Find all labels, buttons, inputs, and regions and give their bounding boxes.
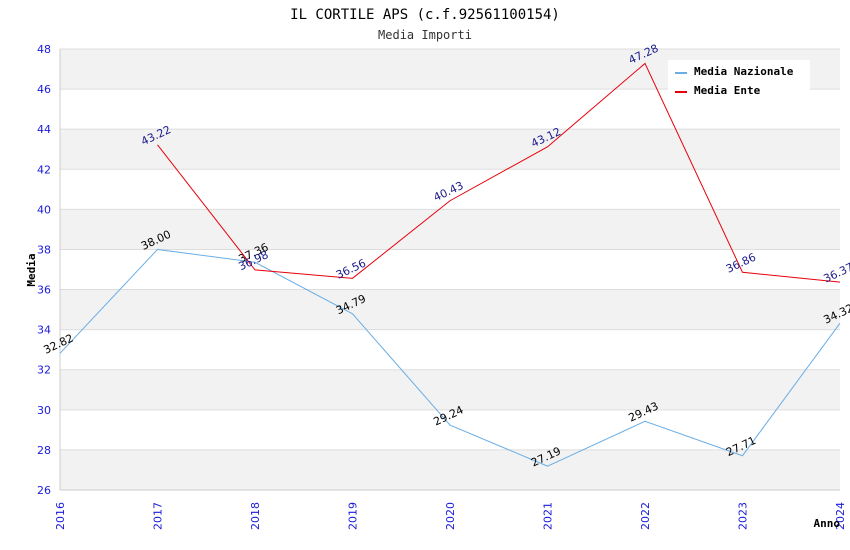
chart-title: IL CORTILE APS (c.f.92561100154) — [290, 7, 560, 23]
grid-band — [60, 369, 840, 410]
legend-label-media-ente: Media Ente — [694, 84, 761, 97]
x-tick-label: 2022 — [639, 502, 652, 530]
x-tick-label: 2016 — [54, 502, 67, 530]
x-axis-label: Anno — [814, 517, 841, 530]
y-tick-label: 28 — [37, 444, 51, 457]
grid-band — [60, 289, 840, 330]
y-tick-label: 42 — [37, 163, 51, 176]
y-axis-label: Media — [25, 253, 38, 286]
legend-label-media-nazionale: Media Nazionale — [694, 65, 794, 78]
x-tick-label: 2017 — [152, 502, 165, 530]
legend: Media Nazionale Media Ente — [668, 60, 810, 102]
chart-subtitle: Media Importi — [378, 28, 472, 42]
x-tick-label: 2021 — [542, 502, 555, 530]
x-axis-ticks: 2016 2017 2018 2019 2020 2021 2022 2023 2024 — [54, 502, 847, 530]
x-tick-label: 2020 — [444, 502, 457, 530]
y-tick-label: 26 — [37, 484, 51, 497]
series-line — [157, 62, 841, 283]
y-tick-label: 38 — [37, 243, 51, 256]
x-tick-label: 2019 — [347, 502, 360, 530]
plot-area — [60, 49, 840, 490]
x-tick-label: 2024 — [834, 502, 847, 530]
grid-lines — [59, 48, 840, 491]
y-tick-label: 44 — [37, 123, 51, 136]
grid-band — [60, 449, 840, 490]
grid-band — [60, 129, 840, 170]
legend-background — [668, 60, 810, 102]
y-axis-ticks: 26 28 30 32 34 36 38 40 42 44 46 48 — [37, 43, 51, 497]
y-tick-label: 34 — [37, 324, 51, 337]
y-tick-label: 36 — [37, 284, 51, 297]
y-tick-label: 46 — [37, 83, 51, 96]
grid-bands — [60, 49, 840, 490]
x-tick-label: 2018 — [249, 502, 262, 530]
y-tick-label: 40 — [37, 203, 51, 216]
grid-band — [60, 209, 840, 250]
y-tick-label: 48 — [37, 43, 51, 56]
series-line — [59, 248, 841, 467]
x-tick-label: 2023 — [737, 502, 750, 530]
y-tick-label: 32 — [37, 364, 51, 377]
y-tick-label: 30 — [37, 404, 51, 417]
